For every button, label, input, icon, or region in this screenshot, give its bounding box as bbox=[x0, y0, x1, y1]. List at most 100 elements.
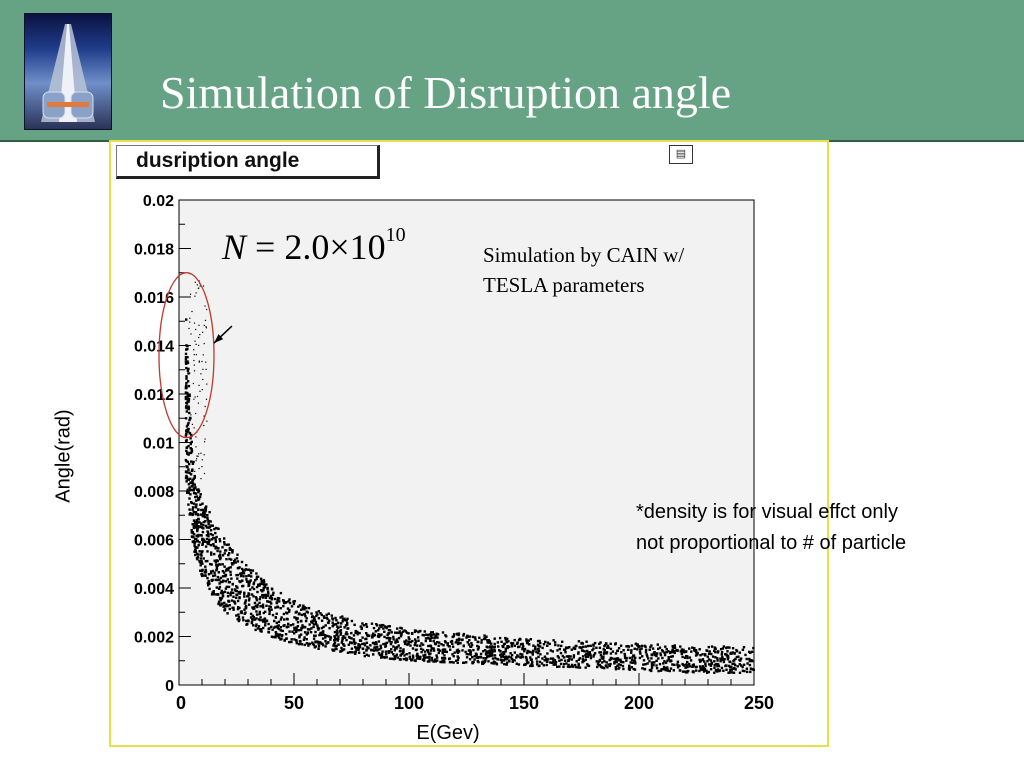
axes: 00.0020.0040.0060.0080.010.0120.0140.016… bbox=[134, 193, 774, 713]
data-point bbox=[318, 633, 321, 637]
formula-variable: N bbox=[222, 227, 247, 267]
data-point bbox=[459, 642, 462, 645]
data-point bbox=[254, 579, 257, 582]
data-point bbox=[442, 644, 445, 647]
data-point bbox=[304, 619, 308, 623]
data-point bbox=[335, 629, 339, 632]
data-point bbox=[277, 636, 281, 639]
data-point bbox=[205, 537, 209, 541]
data-point bbox=[562, 662, 566, 666]
data-point bbox=[324, 636, 327, 639]
data-point bbox=[229, 592, 232, 595]
data-point bbox=[201, 466, 203, 468]
data-point bbox=[204, 574, 207, 577]
data-point bbox=[632, 654, 636, 657]
data-point bbox=[725, 668, 728, 671]
data-point bbox=[249, 579, 252, 582]
data-point bbox=[196, 558, 199, 561]
data-point bbox=[307, 606, 311, 610]
data-point bbox=[503, 662, 506, 666]
data-point bbox=[204, 565, 207, 568]
data-point bbox=[392, 657, 396, 661]
data-point bbox=[204, 319, 207, 321]
data-point bbox=[628, 667, 631, 671]
data-point bbox=[490, 647, 493, 650]
data-point bbox=[451, 645, 455, 648]
data-point bbox=[185, 480, 188, 483]
data-point bbox=[513, 638, 516, 642]
data-point bbox=[185, 401, 188, 405]
data-point bbox=[717, 650, 720, 653]
data-point bbox=[698, 669, 701, 673]
data-point bbox=[242, 619, 245, 622]
density-note-line-1: *density is for visual effct only bbox=[636, 501, 898, 523]
data-point bbox=[658, 646, 662, 649]
data-point bbox=[704, 664, 707, 668]
data-point bbox=[416, 653, 419, 656]
canvas-window-icon[interactable]: ▤ bbox=[669, 145, 693, 164]
data-point bbox=[190, 469, 194, 473]
data-point bbox=[289, 624, 293, 627]
data-point bbox=[236, 560, 240, 563]
data-point bbox=[644, 648, 648, 651]
data-point bbox=[339, 650, 342, 653]
data-point bbox=[676, 660, 680, 663]
data-point bbox=[580, 649, 584, 652]
data-point bbox=[551, 650, 554, 653]
data-point bbox=[252, 582, 255, 586]
data-point bbox=[226, 604, 229, 608]
data-point bbox=[256, 590, 259, 594]
data-point bbox=[462, 644, 465, 647]
data-point bbox=[556, 655, 559, 658]
data-point bbox=[598, 651, 601, 654]
data-point bbox=[288, 640, 291, 644]
data-point bbox=[439, 660, 442, 664]
data-point bbox=[533, 648, 537, 651]
data-point bbox=[495, 662, 498, 665]
data-point bbox=[473, 658, 476, 661]
data-point bbox=[293, 616, 296, 619]
data-point bbox=[251, 606, 254, 609]
data-point bbox=[722, 645, 726, 648]
data-point bbox=[205, 361, 207, 363]
data-point bbox=[657, 657, 660, 660]
data-point bbox=[707, 658, 711, 661]
data-point bbox=[185, 476, 188, 479]
data-point bbox=[701, 667, 704, 671]
data-point bbox=[235, 593, 238, 596]
data-point bbox=[255, 577, 258, 581]
data-point bbox=[380, 633, 383, 636]
data-point bbox=[342, 648, 346, 651]
data-point bbox=[509, 652, 512, 655]
data-point bbox=[500, 661, 503, 664]
data-point bbox=[603, 666, 606, 670]
data-point bbox=[247, 592, 250, 595]
data-point bbox=[204, 506, 207, 510]
data-point bbox=[581, 655, 585, 658]
data-point bbox=[216, 593, 219, 596]
data-point bbox=[196, 284, 198, 286]
data-point bbox=[333, 639, 336, 642]
data-point bbox=[191, 423, 193, 425]
data-point bbox=[672, 646, 675, 649]
data-point bbox=[187, 453, 190, 456]
data-point bbox=[409, 640, 412, 644]
data-point bbox=[191, 506, 195, 509]
data-point bbox=[526, 651, 529, 655]
data-point bbox=[538, 660, 542, 664]
data-point bbox=[596, 663, 600, 666]
data-point bbox=[711, 655, 715, 658]
data-point bbox=[362, 624, 365, 627]
data-point bbox=[219, 599, 222, 602]
data-point bbox=[738, 658, 741, 662]
data-point bbox=[210, 538, 214, 541]
data-point bbox=[739, 657, 743, 660]
data-point bbox=[243, 608, 246, 611]
data-point bbox=[317, 610, 320, 613]
data-point bbox=[537, 650, 541, 653]
data-point bbox=[199, 553, 203, 556]
data-point bbox=[198, 521, 201, 524]
data-point bbox=[435, 636, 438, 639]
data-point bbox=[500, 640, 503, 643]
data-point bbox=[336, 633, 339, 637]
